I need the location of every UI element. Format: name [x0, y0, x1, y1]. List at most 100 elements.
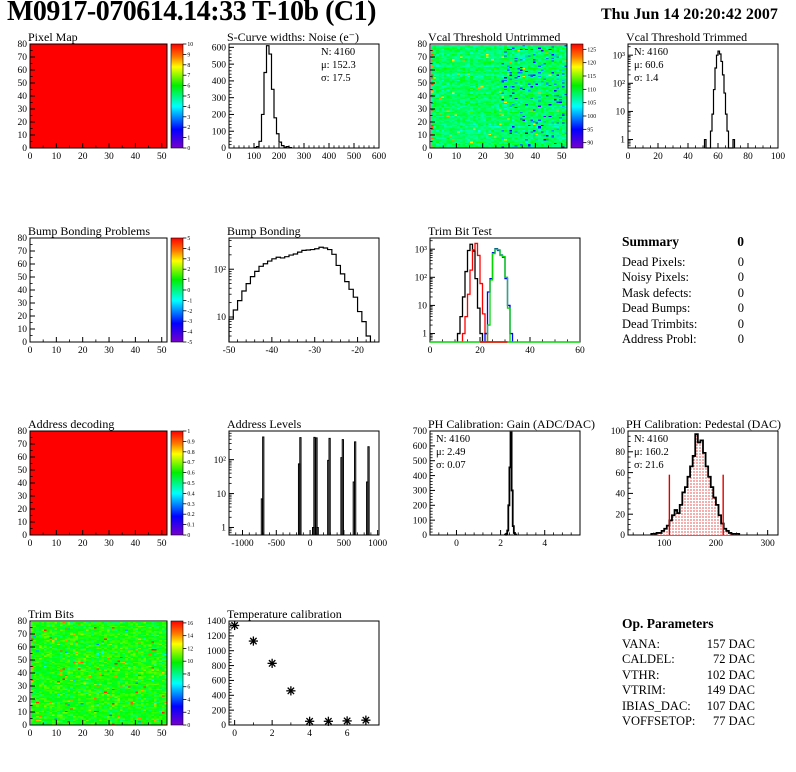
svg-text:0: 0 [620, 531, 625, 541]
svg-text:40: 40 [525, 346, 535, 356]
svg-text:30: 30 [418, 105, 428, 115]
plot-title: PH Calibration: Gain (ADC/DAC) [428, 417, 595, 431]
svg-text:70: 70 [418, 53, 428, 63]
svg-text:30: 30 [104, 346, 114, 356]
svg-text:300: 300 [413, 487, 428, 497]
summary-row: Dead Bumps: 0 [622, 301, 744, 316]
plot-svg: 0 100 200 300 400 500 600 0 100 200 300 400 500 600 N:… [212, 43, 386, 162]
plot-svg: 100 200 300 0 20 40 60 80 100 N: 4160 μ: 160.2 σ: 2… [611, 427, 779, 549]
svg-text:400: 400 [212, 77, 227, 87]
svg-text:10: 10 [52, 729, 62, 739]
svg-text:40: 40 [131, 539, 141, 549]
svg-text:10: 10 [18, 518, 28, 528]
plot-svg: -1000 -500 0 500 1000 1 10 10² [214, 430, 387, 549]
summary-block: Summary 0 Dead Pixels: 0 Noisy Pixels: 0 M… [622, 234, 744, 347]
svg-text:20: 20 [616, 510, 626, 520]
svg-text:1: 1 [187, 136, 190, 142]
svg-text:80: 80 [18, 427, 28, 437]
svg-text:40: 40 [131, 729, 141, 739]
plot-svg: 0 2 4 0 100 200 300 400 500 600 700 N: 4160 μ: 2.49 σ… [413, 427, 581, 549]
svg-text:60: 60 [713, 152, 723, 162]
summary-row: Address Probl: 0 [622, 332, 744, 347]
svg-text:0: 0 [22, 338, 27, 348]
heatmap-canvas [431, 45, 567, 148]
svg-text:40: 40 [18, 669, 28, 679]
svg-text:40: 40 [18, 286, 28, 296]
svg-text:8: 8 [187, 63, 190, 69]
svg-text:100: 100 [212, 127, 227, 137]
plot-svg: 0 2 4 6 0 200 400 600 800 1000 1200 1400 [207, 617, 380, 739]
svg-text:0: 0 [308, 539, 313, 549]
svg-text:50: 50 [157, 729, 167, 739]
svg-text:500: 500 [337, 539, 352, 549]
svg-text:0: 0 [221, 144, 226, 154]
svg-text:14: 14 [187, 634, 193, 640]
bump-bonding-plot: Bump Bonding -50 -40 -30 -20 10 10² [201, 224, 397, 390]
plot-title: Trim Bits [28, 607, 74, 621]
svg-text:16: 16 [187, 621, 193, 627]
svg-text:N: 4160: N: 4160 [634, 434, 668, 445]
svg-text:9: 9 [187, 52, 190, 58]
op-parameters-block: Op. Parameters VANA: 157 DAC CALDEL: 72 DA… [622, 616, 755, 729]
plot-title: Address decoding [28, 417, 115, 431]
svg-text:10: 10 [418, 302, 428, 312]
address-decoding-plot: Address decoding 0 10 20 30 40 50 0 10 20 30 40 50 60… [2, 417, 198, 583]
plot-svg: 0 20 40 60 80 100 1 10 10² 10³ N: 4160 μ: 60.6 σ: 1.… [613, 43, 785, 162]
svg-text:1: 1 [221, 524, 226, 534]
svg-text:0: 0 [428, 152, 433, 162]
plot-svg: 0 10 20 30 40 50 0 10 20 30 40 50 60 70 80 90 95 100 105 1… [418, 40, 597, 162]
svg-text:20: 20 [475, 346, 485, 356]
svg-text:7: 7 [187, 73, 190, 79]
plot-svg: 0 10 20 30 40 50 0 10 20 30 40 50 60 70 80 0 2 4 6 8 10 12 14… [18, 617, 194, 739]
svg-text:0: 0 [454, 539, 459, 549]
svg-text:200: 200 [413, 501, 428, 511]
svg-text:30: 30 [104, 539, 114, 549]
summary-heading: Summary [622, 234, 679, 249]
svg-text:50: 50 [18, 656, 28, 666]
svg-text:10²: 10² [214, 265, 227, 275]
trim-bit-test-plot: Trim Bit Test 0 20 40 60 1 10 10² 10³ [402, 224, 598, 390]
svg-text:50: 50 [157, 346, 167, 356]
svg-text:40: 40 [18, 479, 28, 489]
ph-pedestal-plot: PH Calibration: Pedestal (DAC) 100 200 300 0… [600, 417, 796, 583]
scurve-noise-plot: S-Curve widths: Noise (e⁻) 0 100 200 300 400 5… [201, 30, 397, 196]
svg-text:105: 105 [587, 101, 596, 107]
svg-text:50: 50 [18, 273, 28, 283]
svg-text:400: 400 [212, 691, 227, 701]
svg-text:200: 200 [212, 706, 227, 716]
svg-text:3: 3 [187, 115, 190, 121]
svg-text:50: 50 [157, 152, 167, 162]
svg-text:-4: -4 [187, 330, 192, 336]
op-parameter-row: CALDEL: 72 DAC [622, 652, 755, 667]
svg-text:-40: -40 [266, 346, 279, 356]
pixel-map-plot: Pixel Map 0 10 20 30 40 50 0 10 20 30 40 50 60 70 80 0 1… [2, 30, 198, 196]
svg-text:100: 100 [587, 114, 596, 120]
plot-svg: 0 20 40 60 1 10 10² 10³ [415, 237, 585, 356]
svg-text:4: 4 [542, 539, 547, 549]
svg-text:60: 60 [18, 260, 28, 270]
svg-text:1: 1 [187, 429, 190, 435]
svg-text:20: 20 [18, 695, 28, 705]
plot-title: Trim Bit Test [428, 224, 492, 238]
svg-text:10: 10 [418, 131, 428, 141]
svg-text:20: 20 [78, 152, 88, 162]
svg-text:300: 300 [761, 539, 776, 549]
svg-text:0.2: 0.2 [187, 512, 194, 518]
svg-text:80: 80 [18, 40, 28, 50]
svg-text:30: 30 [504, 152, 514, 162]
svg-text:σ: 17.5: σ: 17.5 [321, 73, 351, 84]
page-title: M0917-070614.14:33 T-10b (C1) [7, 0, 376, 27]
svg-text:0.5: 0.5 [187, 481, 194, 487]
svg-text:60: 60 [18, 643, 28, 653]
svg-text:μ: 160.2: μ: 160.2 [634, 447, 669, 458]
svg-text:300: 300 [297, 152, 312, 162]
svg-text:0.6: 0.6 [187, 471, 194, 477]
svg-text:6: 6 [187, 685, 190, 691]
svg-text:80: 80 [18, 234, 28, 244]
op-parameter-row: VOFFSETOP: 77 DAC [622, 714, 755, 729]
plot-svg: 0 10 20 30 40 50 0 10 20 30 40 50 60 70 80 -5 -4 -3 -2 -1 0… [18, 234, 193, 356]
svg-text:80: 80 [418, 40, 428, 50]
svg-text:1: 1 [620, 136, 625, 146]
svg-text:-30: -30 [308, 346, 321, 356]
svg-text:10²: 10² [415, 274, 428, 284]
